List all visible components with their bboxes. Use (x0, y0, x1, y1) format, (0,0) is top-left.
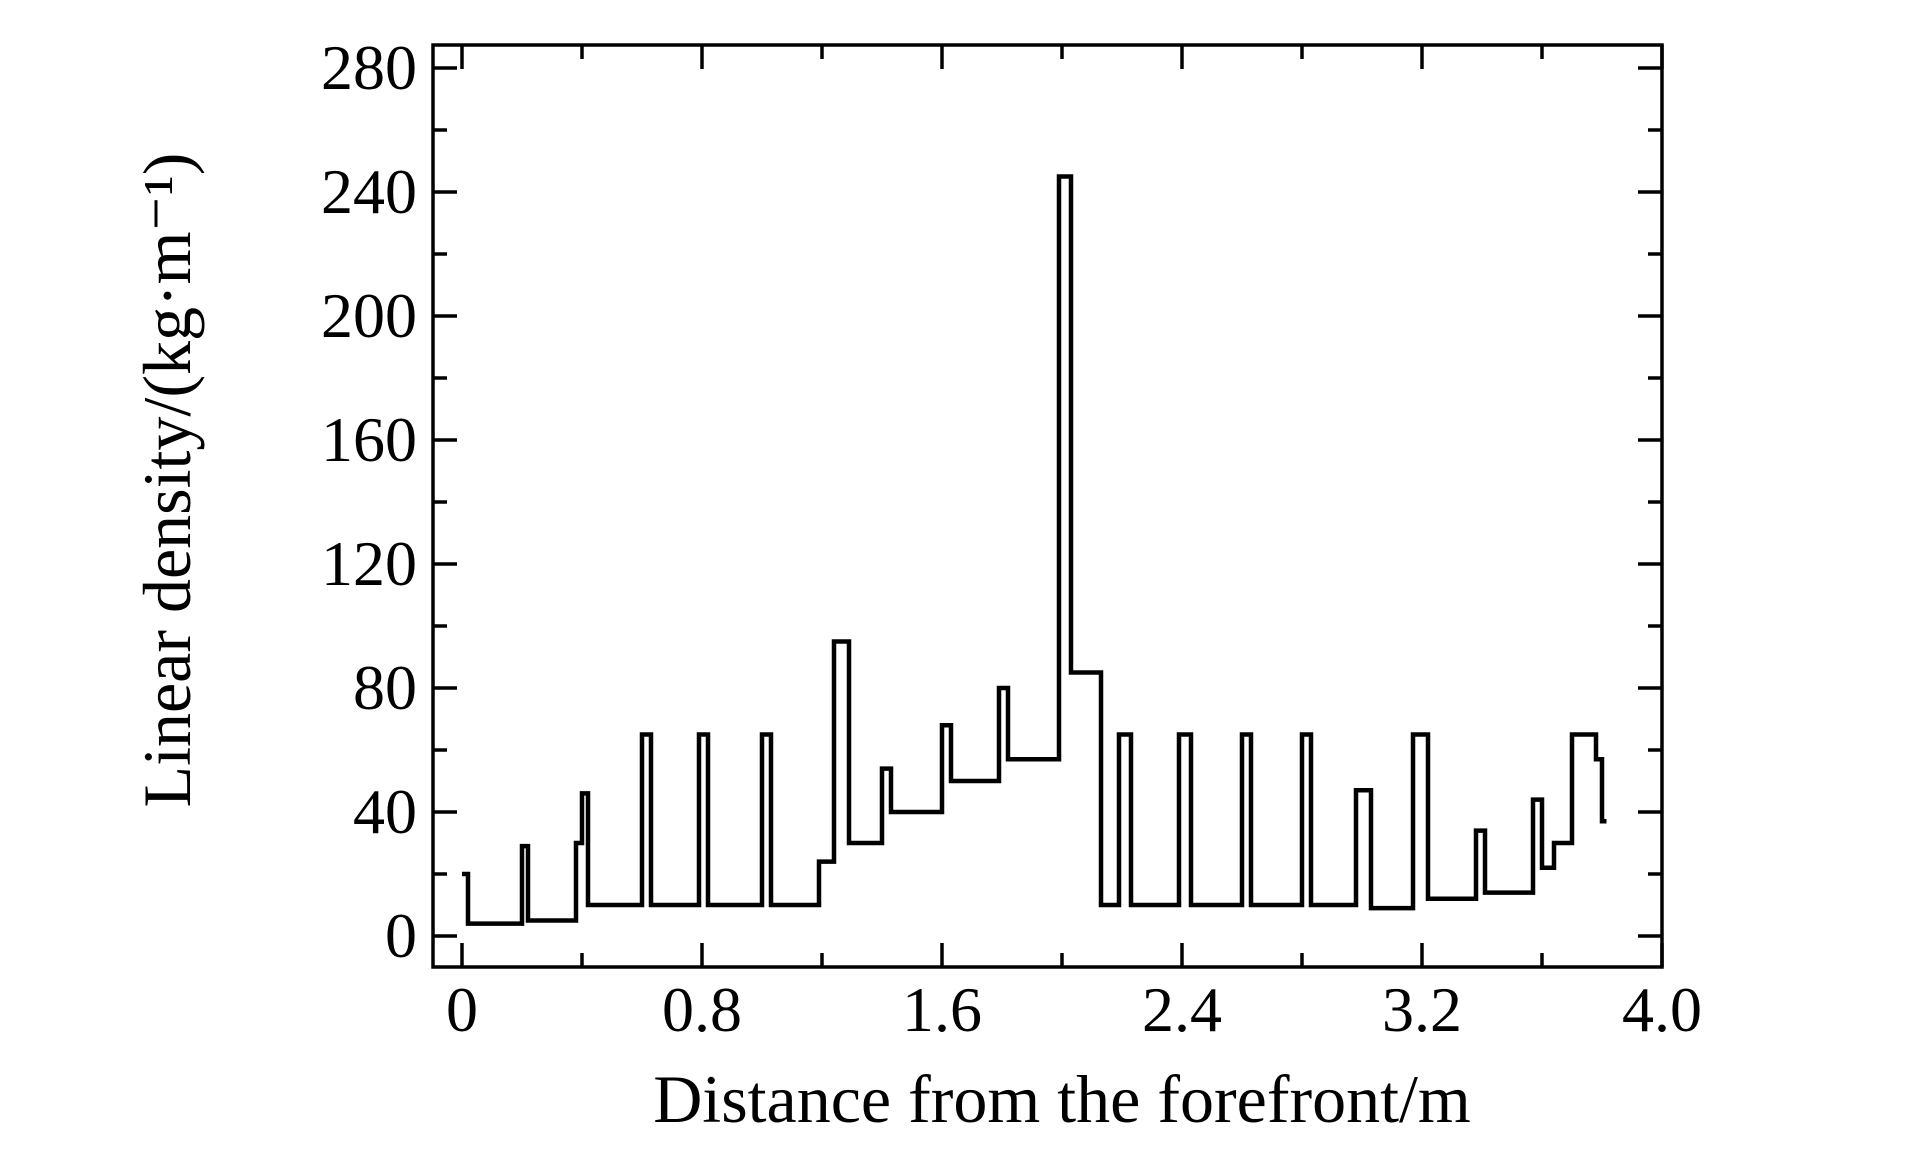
y-tick-label: 280 (321, 32, 417, 103)
y-tick-label: 160 (321, 404, 417, 475)
x-tick-label: 2.4 (1142, 974, 1222, 1045)
data-series (462, 174, 1607, 926)
x-tick-label: 4.0 (1622, 974, 1702, 1045)
y-tick-label: 40 (353, 776, 417, 847)
x-tick-label: 3.2 (1382, 974, 1462, 1045)
density-step-line (462, 174, 1607, 926)
x-axis-title: Distance from the forefront/m (653, 1061, 1471, 1137)
y-tick-label: 240 (321, 156, 417, 227)
x-tick-label: 0 (446, 974, 478, 1045)
axis-ticks (433, 45, 1664, 967)
plot-border (431, 43, 1664, 969)
y-tick-label: 120 (321, 528, 417, 599)
x-tick-label: 1.6 (902, 974, 982, 1045)
x-tick-label: 0.8 (662, 974, 742, 1045)
axis-tick-labels: 0 0.8 1.6 2.4 3.2 4.0 0 40 80 120 160 200 240 280 (321, 32, 1702, 1045)
plot-frame (431, 43, 1664, 969)
y-tick-label: 200 (321, 280, 417, 351)
y-tick-label: 80 (353, 652, 417, 723)
y-axis-title: Linear density/(kg·m⁻¹) (129, 153, 205, 808)
y-tick-label: 0 (385, 900, 417, 971)
